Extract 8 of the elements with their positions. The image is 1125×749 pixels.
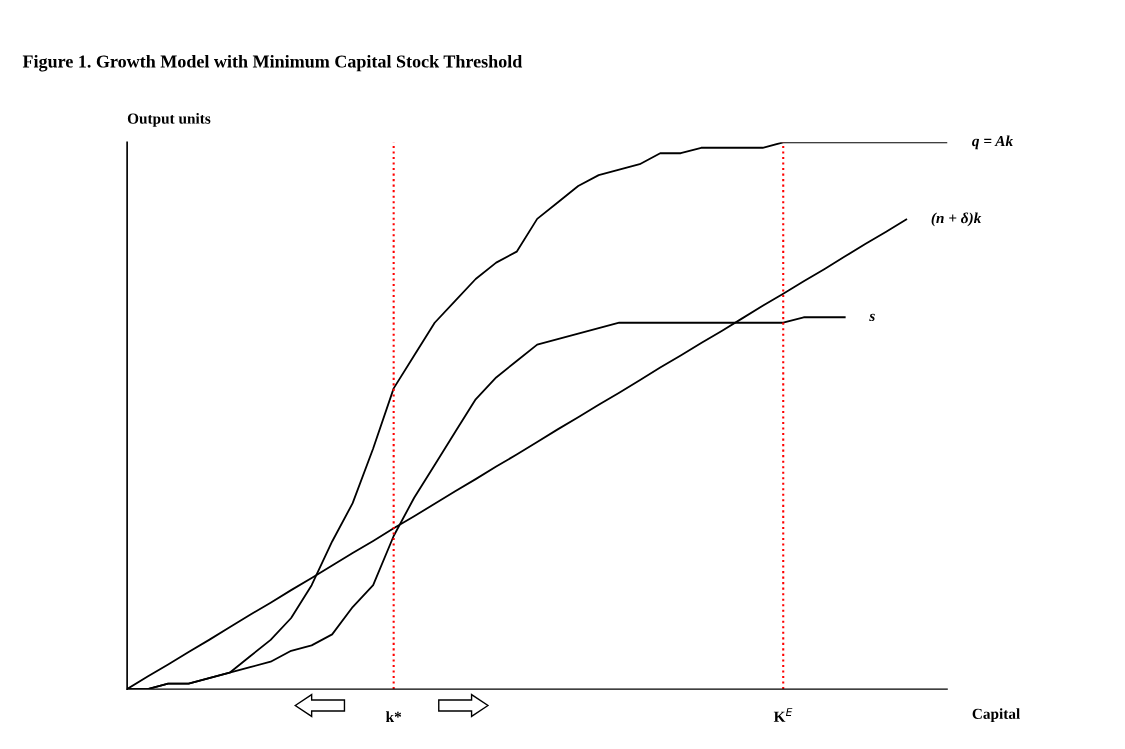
x-tick-label: K$^{E}$	[773, 708, 793, 722]
x-axis-title: Capital	[972, 708, 1020, 723]
series-label: (n + δ)k	[931, 212, 982, 227]
y-axis-title: Output units	[127, 112, 211, 127]
series-label: s	[869, 313, 875, 322]
x-tick-label: k*	[385, 711, 402, 722]
series-label: q = Ak	[972, 135, 1013, 150]
chart-title: Figure 1. Growth Model with Minimum Capital Stock Threshold	[22, 54, 523, 72]
